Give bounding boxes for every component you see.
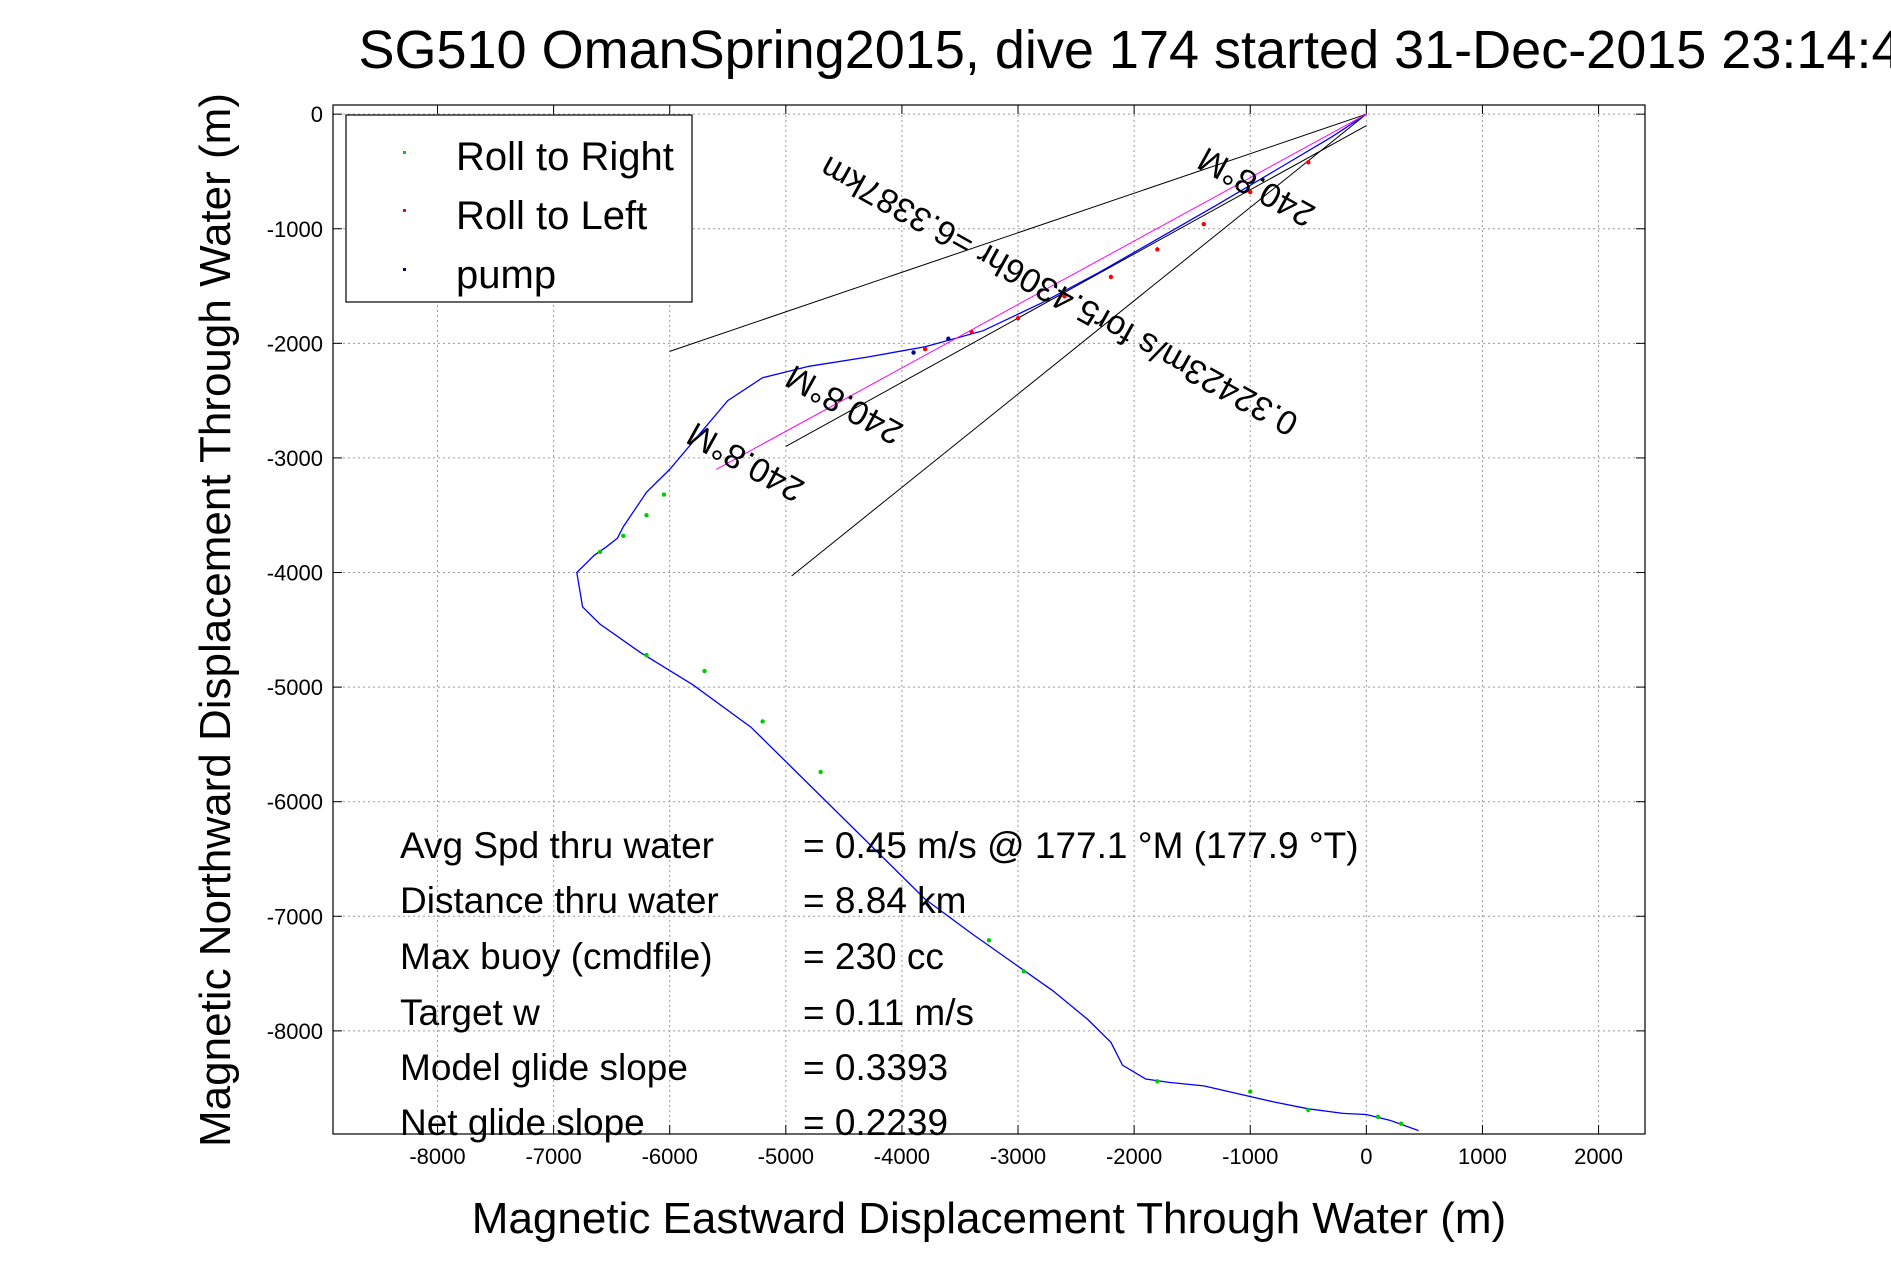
y-tick-label: -8000 <box>267 1019 323 1044</box>
roll-right-point <box>986 938 992 943</box>
y-tick-label: -3000 <box>267 446 323 471</box>
x-tick-label: -4000 <box>874 1144 930 1169</box>
stat-value-model-glide-slope: = 0.3393 <box>803 1047 948 1088</box>
roll-right-point <box>702 668 707 674</box>
stat-label-model-glide-slope: Model glide slope <box>400 1047 688 1088</box>
legend-marker-roll-right <box>403 151 406 154</box>
series-layer <box>576 113 1419 1132</box>
dive-stats: Avg Spd thru water = 0.45 m/s @ 177.1 °M… <box>400 825 1359 1143</box>
stat-value-target-w: = 0.11 m/s <box>803 992 974 1033</box>
stat-label-max-buoy: Max buoy (cmdfile) <box>400 936 713 977</box>
stat-value-avg-speed: = 0.45 m/s @ 177.1 °M (177.9 °T) <box>803 825 1359 866</box>
heading-guide-line <box>791 113 1367 577</box>
y-tick-label: -1000 <box>267 217 323 242</box>
y-tick-label: -7000 <box>267 904 323 929</box>
annotation-lines <box>669 113 1367 577</box>
x-tick-label: -1000 <box>1222 1144 1278 1169</box>
stat-value-net-glide-slope: = 0.2239 <box>803 1102 948 1143</box>
y-axis-title: Magnetic Northward Displacement Through … <box>191 93 240 1147</box>
x-tick-label: -6000 <box>642 1144 698 1169</box>
x-tick-label: -2000 <box>1106 1144 1162 1169</box>
legend-label-roll-right: Roll to Right <box>456 135 674 179</box>
pump-point <box>911 350 916 355</box>
y-tick-label: -5000 <box>267 675 323 700</box>
roll-right-point <box>1248 1089 1253 1094</box>
legend-label-roll-left: Roll to Left <box>456 194 647 238</box>
roll-right-point <box>760 719 765 724</box>
roll-right-point <box>1306 1107 1311 1113</box>
roll-right-point <box>644 513 649 518</box>
y-axis-ticks: 0 -1000 -2000 -3000 -4000 -5000 -6000 -7000 -800… <box>267 102 1645 1044</box>
x-tick-label: 0 <box>1360 1144 1372 1169</box>
x-tick-label: -7000 <box>525 1144 581 1169</box>
y-tick-label: 0 <box>311 102 323 127</box>
roll-left-point <box>1306 160 1311 165</box>
roll-left-point <box>922 346 928 352</box>
x-axis-title: Magnetic Eastward Displacement Through W… <box>472 1194 1506 1243</box>
roll-right-point <box>661 492 667 497</box>
roll-left-point <box>1248 189 1253 195</box>
legend: Roll to Right Roll to Left pump <box>345 114 693 303</box>
stat-value-max-buoy: = 230 cc <box>803 936 944 977</box>
x-axis-ticks: -8000 -7000 -6000 -5000 -4000 -3000 -2000 -1000… <box>409 105 1623 1169</box>
stat-value-distance: = 8.84 km <box>803 880 967 921</box>
roll-right-point <box>1155 1079 1160 1084</box>
roll-right-point <box>644 652 649 658</box>
x-tick-label: -3000 <box>990 1144 1046 1169</box>
stat-label-net-glide-slope: Net glide slope <box>400 1102 645 1143</box>
roll-right-point <box>1375 1114 1381 1120</box>
legend-marker-pump <box>403 268 406 271</box>
heading-guide-line <box>669 113 1367 352</box>
heading-guide-line <box>785 125 1367 447</box>
roll-left-point <box>1015 315 1021 321</box>
x-tick-label: 1000 <box>1458 1144 1507 1169</box>
roll-left-point <box>1062 294 1067 299</box>
legend-marker-roll-left <box>403 209 406 212</box>
roll-right-point <box>818 769 823 775</box>
roll-right-point <box>1398 1121 1404 1126</box>
plot-area-frame <box>332 104 1646 1135</box>
net-heading-line <box>715 113 1367 470</box>
y-tick-label: -6000 <box>267 790 323 815</box>
y-tick-label: -4000 <box>267 561 323 586</box>
x-tick-label: -5000 <box>758 1144 814 1169</box>
x-tick-label: -8000 <box>409 1144 465 1169</box>
stat-label-avg-speed: Avg Spd thru water <box>400 825 714 866</box>
stat-label-target-w: Target w <box>400 992 540 1033</box>
roll-left-point <box>1108 274 1114 280</box>
roll-right-point <box>1021 969 1027 974</box>
stat-label-distance: Distance thru water <box>400 880 719 921</box>
roll-right-point <box>621 533 626 539</box>
x-tick-label: 2000 <box>1574 1144 1623 1169</box>
pump-point <box>946 336 951 341</box>
chart-title: SG510 OmanSpring2015, dive 174 started 3… <box>358 20 1891 80</box>
roll-right-point <box>597 549 603 555</box>
y-tick-label: -2000 <box>267 331 323 356</box>
legend-label-pump: pump <box>456 253 556 297</box>
roll-left-point <box>1201 221 1206 227</box>
roll-left-point <box>1155 247 1160 252</box>
glider-track-line <box>576 113 1419 1132</box>
